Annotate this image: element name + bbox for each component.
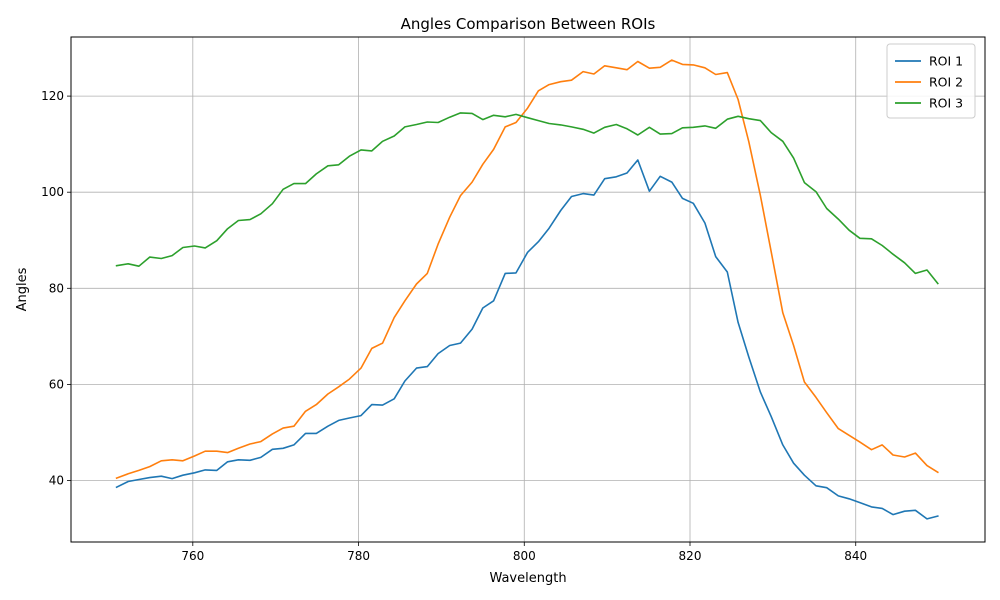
x-tick-label: 780 (347, 549, 370, 563)
plot-frame (70, 36, 986, 543)
x-tick-label: 760 (181, 549, 204, 563)
chart-title: Angles Comparison Between ROIs (401, 15, 656, 33)
legend: ROI 1 ROI 2 ROI 3 (886, 43, 976, 119)
series-lines (115, 59, 939, 520)
x-tick-label: 840 (844, 549, 867, 563)
legend-label: ROI 3 (929, 96, 963, 111)
y-axis-label: Angles (15, 267, 30, 311)
legend-label: ROI 2 (929, 75, 963, 90)
y-tick-label: 120 (41, 89, 64, 103)
y-tick-label: 100 (41, 185, 64, 199)
legend-box (886, 43, 976, 119)
x-tick-label: 800 (513, 549, 536, 563)
y-tick-label: 80 (49, 281, 64, 295)
grid-lines (71, 37, 985, 542)
series-line-roi-1 (115, 159, 939, 520)
series-line-roi-3 (115, 112, 939, 285)
x-axis-label: Wavelength (489, 571, 566, 586)
axis-ticks: 760 780 800 820 840 40 60 80 100 120 (41, 89, 867, 563)
y-tick-label: 60 (49, 377, 64, 391)
y-tick-label: 40 (49, 473, 64, 487)
x-tick-label: 820 (679, 549, 702, 563)
series-line-roi-2 (115, 59, 939, 480)
legend-label: ROI 1 (929, 54, 963, 69)
